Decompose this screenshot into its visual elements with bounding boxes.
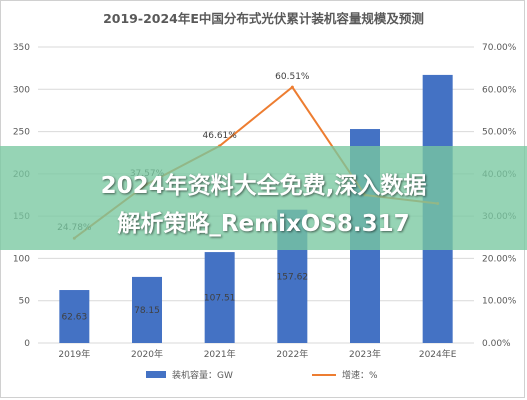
bar-data-label: 107.51: [204, 294, 236, 304]
legend-label-line: 增速：%: [342, 369, 378, 381]
y-right-tick-label: 60.00%: [482, 85, 517, 95]
bar: [204, 252, 235, 343]
bar-data-label: 157.62: [277, 272, 309, 282]
y-left-tick-label: 300: [13, 85, 30, 95]
bar: [59, 290, 90, 343]
x-tick-label: 2020年: [131, 348, 163, 360]
line-point: [290, 85, 294, 89]
y-right-tick-label: 0.00%: [482, 339, 511, 349]
overlay-headline-line1: 2024年资料大全免费,深入数据: [100, 173, 427, 199]
legend-label-bar: 装机容量：GW: [172, 369, 233, 381]
y-left-tick-label: 100: [13, 254, 30, 264]
line-data-label: 60.51%: [275, 72, 310, 82]
chart-title: 2019-2024年E中国分布式光伏累计装机容量规模及预测: [103, 11, 424, 26]
y-right-tick-label: 50.00%: [482, 128, 517, 138]
y-left-tick-label: 250: [13, 128, 30, 138]
y-right-tick-label: 10.00%: [482, 297, 517, 307]
x-tick-label: 2019年: [58, 348, 90, 360]
y-left-tick-label: 350: [13, 43, 30, 53]
y-right-tick-label: 70.00%: [482, 43, 517, 53]
legend: 装机容量：GW 增速：%: [146, 369, 378, 381]
line-data-label: 46.61%: [203, 131, 238, 141]
bar-data-label: 62.63: [61, 313, 87, 323]
y-right-tick-label: 20.00%: [482, 254, 517, 264]
overlay-banner: 2024年资料大全免费,深入数据 解析策略_RemixOS8.317: [0, 146, 527, 250]
legend-swatch-bar: [146, 371, 166, 378]
bar-data-label: 78.15: [134, 306, 160, 316]
y-left-tick-label: 0: [24, 339, 30, 349]
bar: [132, 276, 162, 343]
x-tick-label: 2021年: [204, 348, 236, 360]
x-tick-label: 2023年: [349, 348, 381, 360]
x-tick-label: 2024年E: [419, 348, 457, 360]
overlay-headline-line2: 解析策略_RemixOS8.317: [117, 211, 410, 237]
y-left-tick-label: 50: [19, 297, 31, 307]
x-tick-label: 2022年: [276, 348, 308, 360]
